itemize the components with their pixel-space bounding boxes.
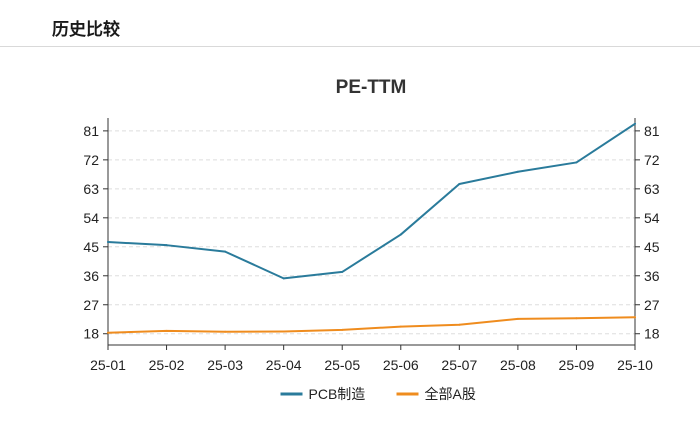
y-tick-label-right: 27 xyxy=(644,297,660,313)
legend-item[interactable]: PCB制造 xyxy=(280,386,366,402)
series-line-0 xyxy=(107,122,636,280)
y-tick-label-left: 27 xyxy=(83,297,99,313)
y-tick-label-left: 36 xyxy=(83,268,99,284)
y-tick-label-left: 72 xyxy=(83,152,99,168)
y-tick-label-right: 18 xyxy=(644,326,660,342)
x-tick-label: 25-08 xyxy=(500,357,536,373)
x-tick-label: 25-09 xyxy=(559,357,595,373)
data-point xyxy=(399,233,402,236)
y-tick-label-left: 81 xyxy=(83,123,99,139)
y-tick-label-right: 81 xyxy=(644,123,660,139)
legend-label: PCB制造 xyxy=(309,386,366,402)
y-tick-label-right: 72 xyxy=(644,152,660,168)
data-point xyxy=(458,183,461,186)
data-point xyxy=(458,323,461,326)
data-point xyxy=(575,317,578,320)
y-tick-label-left: 45 xyxy=(83,239,99,255)
data-point xyxy=(634,122,636,125)
chart-title: PE-TTM xyxy=(336,77,407,98)
section-title: 历史比较 xyxy=(52,20,120,40)
data-point xyxy=(165,244,168,247)
data-point xyxy=(282,277,285,280)
section-header: 历史比较 xyxy=(0,0,700,47)
x-tick-label: 25-05 xyxy=(324,357,360,373)
x-tick-label: 25-04 xyxy=(266,357,302,373)
data-point xyxy=(107,240,109,243)
data-point xyxy=(224,250,227,253)
legend-item[interactable]: 全部A股 xyxy=(396,386,476,402)
y-tick-label-right: 36 xyxy=(644,268,660,284)
data-point xyxy=(399,325,402,328)
x-tick-label: 25-02 xyxy=(149,357,185,373)
legend[interactable]: PCB制造 全部A股 xyxy=(280,386,476,402)
data-point xyxy=(224,330,227,333)
data-point xyxy=(341,328,344,331)
data-point xyxy=(575,161,578,164)
y-tick-label-left: 54 xyxy=(83,210,99,226)
grid-lines xyxy=(108,130,635,335)
y-tick-label-left: 63 xyxy=(83,181,99,197)
x-tick-label: 25-10 xyxy=(617,357,653,373)
legend-label: 全部A股 xyxy=(425,386,476,402)
y-tick-label-right: 63 xyxy=(644,181,660,197)
x-tick-label: 25-03 xyxy=(207,357,243,373)
series-line-1 xyxy=(107,316,636,334)
x-tick-label: 25-06 xyxy=(383,357,419,373)
data-point xyxy=(165,329,168,332)
x-tick-label: 25-01 xyxy=(90,357,126,373)
y-tick-label-right: 54 xyxy=(644,210,660,226)
y-tick-label-left: 18 xyxy=(83,326,99,342)
data-point xyxy=(516,170,519,173)
data-point xyxy=(107,331,109,334)
axes: 18 18 27 27 36 36 45 45 54 54 63 63 72 72 81 81 25-01 25-… xyxy=(83,118,660,373)
y-tick-label-right: 45 xyxy=(644,239,660,255)
data-point xyxy=(341,270,344,273)
data-point xyxy=(516,317,519,320)
x-tick-label: 25-07 xyxy=(441,357,477,373)
data-point xyxy=(282,330,285,333)
series-lines xyxy=(107,122,636,334)
data-point xyxy=(634,316,636,319)
